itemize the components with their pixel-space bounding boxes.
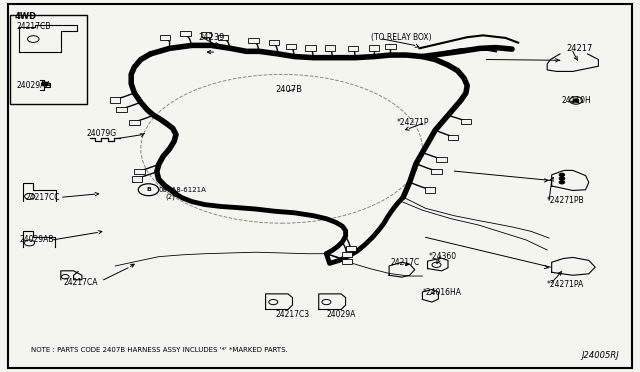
Bar xyxy=(134,169,145,174)
Circle shape xyxy=(573,99,579,102)
Bar xyxy=(325,45,335,51)
Bar xyxy=(160,35,170,40)
Text: 4WD: 4WD xyxy=(14,12,36,21)
Bar xyxy=(385,44,396,49)
Text: 24029AB: 24029AB xyxy=(19,235,54,244)
Text: *24360: *24360 xyxy=(429,252,457,261)
Text: 24110H: 24110H xyxy=(562,96,591,105)
Text: J24005RJ: J24005RJ xyxy=(582,351,620,360)
Bar xyxy=(218,35,228,40)
Text: (2): (2) xyxy=(165,193,175,200)
Bar xyxy=(369,45,379,51)
Bar xyxy=(348,46,358,51)
Bar xyxy=(10,15,87,104)
Bar xyxy=(342,259,352,264)
Text: NOTE : PARTS CODE 2407B HARNESS ASSY INCLUDES '*' *MARKED PARTS.: NOTE : PARTS CODE 2407B HARNESS ASSY INC… xyxy=(31,347,287,353)
Bar xyxy=(110,97,120,103)
Bar xyxy=(201,32,211,37)
Text: 24079G: 24079G xyxy=(86,129,116,138)
Bar xyxy=(346,246,356,251)
Text: 24217CC: 24217CC xyxy=(26,193,60,202)
Circle shape xyxy=(42,82,48,86)
Bar xyxy=(248,38,259,43)
Text: B: B xyxy=(146,187,151,192)
Text: 24217CA: 24217CA xyxy=(64,278,99,287)
Text: 24029AA: 24029AA xyxy=(17,81,51,90)
Bar xyxy=(431,169,442,174)
Text: 2407B: 2407B xyxy=(275,85,302,94)
Bar xyxy=(425,187,435,193)
Text: *24271PB: *24271PB xyxy=(547,196,585,205)
Text: 24217CB: 24217CB xyxy=(17,22,51,31)
Bar xyxy=(132,176,142,182)
Bar xyxy=(269,40,279,45)
Bar xyxy=(461,119,471,124)
Bar xyxy=(180,31,191,36)
Bar xyxy=(129,120,140,125)
Circle shape xyxy=(559,181,564,184)
Text: *24016HA: *24016HA xyxy=(422,288,461,296)
Text: 081A8-6121A: 081A8-6121A xyxy=(159,187,207,193)
Text: *24271P: *24271P xyxy=(397,118,429,127)
Text: *24271PA: *24271PA xyxy=(547,280,584,289)
Circle shape xyxy=(559,173,564,176)
Bar xyxy=(436,157,447,162)
Text: (TO RELAY BOX): (TO RELAY BOX) xyxy=(371,33,432,42)
Circle shape xyxy=(559,177,564,180)
Bar xyxy=(116,107,127,112)
Text: 24217: 24217 xyxy=(566,44,593,53)
Bar xyxy=(342,252,352,257)
Text: 24029A: 24029A xyxy=(326,310,356,319)
Bar xyxy=(305,45,316,51)
Text: 24217C3: 24217C3 xyxy=(275,310,309,319)
Text: 24217C: 24217C xyxy=(390,258,420,267)
Text: 24239: 24239 xyxy=(198,33,225,42)
Bar xyxy=(286,44,296,49)
Bar xyxy=(448,135,458,140)
